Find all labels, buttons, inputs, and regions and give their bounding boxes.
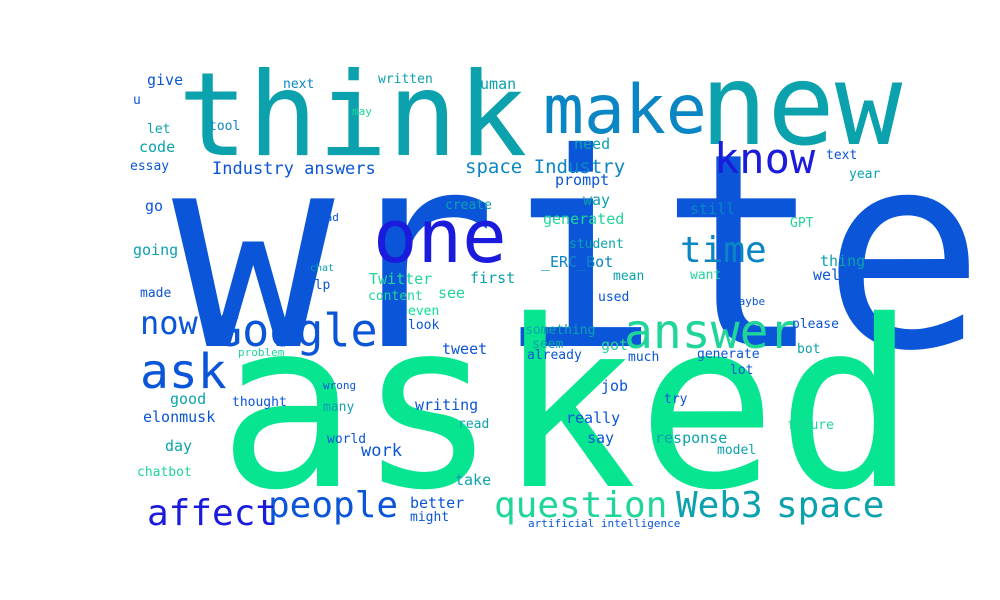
word-next: next (283, 77, 315, 92)
word-look: look (408, 318, 440, 333)
word-help: help (299, 278, 331, 293)
word-well: well (813, 266, 850, 284)
word-question: question (494, 485, 668, 526)
word-make: make (543, 71, 707, 150)
word-thing: thing (820, 252, 866, 270)
word-u: u (133, 93, 141, 108)
word-say: say (587, 429, 615, 447)
word-please: please (792, 317, 839, 332)
word-job: job (601, 377, 629, 395)
word-want: want (690, 268, 722, 283)
word-written: written (378, 72, 433, 87)
word-bot: bot (797, 342, 821, 357)
word-may: may (352, 105, 372, 118)
word-gpt: GPT (790, 216, 814, 231)
word-artificial-intelligence: artificial intelligence (528, 517, 681, 530)
word-people: people (268, 485, 399, 526)
word-write: write (172, 95, 985, 410)
word-first: first (470, 269, 516, 287)
word-content: content (368, 289, 423, 304)
word-twitter: Twitter (369, 270, 433, 288)
word-code: code (139, 138, 176, 156)
word-day: day (165, 437, 193, 455)
word-good: good (170, 390, 207, 408)
word-world: world (327, 432, 367, 447)
word-used: used (598, 290, 630, 305)
word-now: now (140, 304, 198, 342)
word-industry-answers: Industry answers (212, 159, 376, 179)
word-tool: tool (209, 119, 241, 134)
word-generate: generate (697, 347, 760, 362)
word-problem: problem (238, 346, 285, 359)
word-try: try (664, 392, 688, 407)
word-lot: lot (730, 363, 754, 378)
word-give: give (147, 71, 184, 89)
word-response: response (655, 429, 728, 447)
word-chatbot: chatbot (137, 465, 192, 480)
word-think: think (178, 48, 528, 183)
word-way: way (583, 191, 611, 209)
word-let: let (147, 122, 171, 137)
word-model: model (717, 443, 757, 458)
word-space: space (776, 485, 885, 526)
word-going: going (133, 241, 179, 259)
word-one: one (373, 194, 507, 280)
word-text: text (826, 148, 858, 163)
word-see: see (438, 284, 466, 302)
word-seem: seem (532, 337, 564, 352)
word-essay: essay (130, 159, 170, 174)
word-even: even (408, 304, 440, 319)
word-generated: generated (543, 210, 625, 228)
word-prompt: prompt (555, 171, 610, 189)
word-student: student (569, 237, 624, 252)
word-chat: chat (310, 263, 335, 274)
word-know: know (714, 134, 816, 183)
word-tweet: tweet (442, 340, 488, 358)
word-ask: ask (140, 344, 227, 400)
word-better: better (410, 494, 465, 512)
word-asked: asked (218, 271, 917, 541)
word-might: might (410, 510, 450, 525)
word-go: go (145, 197, 164, 215)
word-year: year (849, 167, 881, 182)
word-future: future (787, 418, 834, 433)
word-already: already (527, 348, 582, 363)
word-space-industry: space Industry (465, 156, 626, 178)
word-maybe: Maybe (732, 295, 766, 308)
word-bad: bad (319, 211, 339, 224)
word-still: still (690, 200, 736, 218)
word-wrong: wrong (323, 379, 357, 392)
word-human: human (471, 75, 517, 93)
word-take: take (455, 471, 492, 489)
word-really: really (566, 409, 621, 427)
word-time: time (680, 230, 767, 271)
word-something: something (525, 323, 596, 338)
word-read: read (458, 417, 490, 432)
word-made: made (140, 286, 172, 301)
word-new: new (700, 41, 903, 171)
word-elonmusk: elonmusk (143, 408, 216, 426)
word-much: much (628, 350, 660, 365)
word-web3: Web3 (676, 485, 763, 526)
word-need: need (574, 135, 611, 153)
word-google: Google (215, 304, 378, 357)
word-thought: thought (232, 395, 287, 410)
word-create: create (445, 198, 492, 213)
word-erc-bot: _ERC_Bot (541, 253, 614, 271)
word-answer: answer (624, 304, 798, 360)
word-many: many (323, 400, 355, 415)
word-writing: writing (415, 396, 479, 414)
word-mean: mean (613, 269, 645, 284)
word-work: work (361, 441, 402, 461)
word-affect: affect (147, 493, 278, 534)
word-got: got (601, 336, 629, 354)
